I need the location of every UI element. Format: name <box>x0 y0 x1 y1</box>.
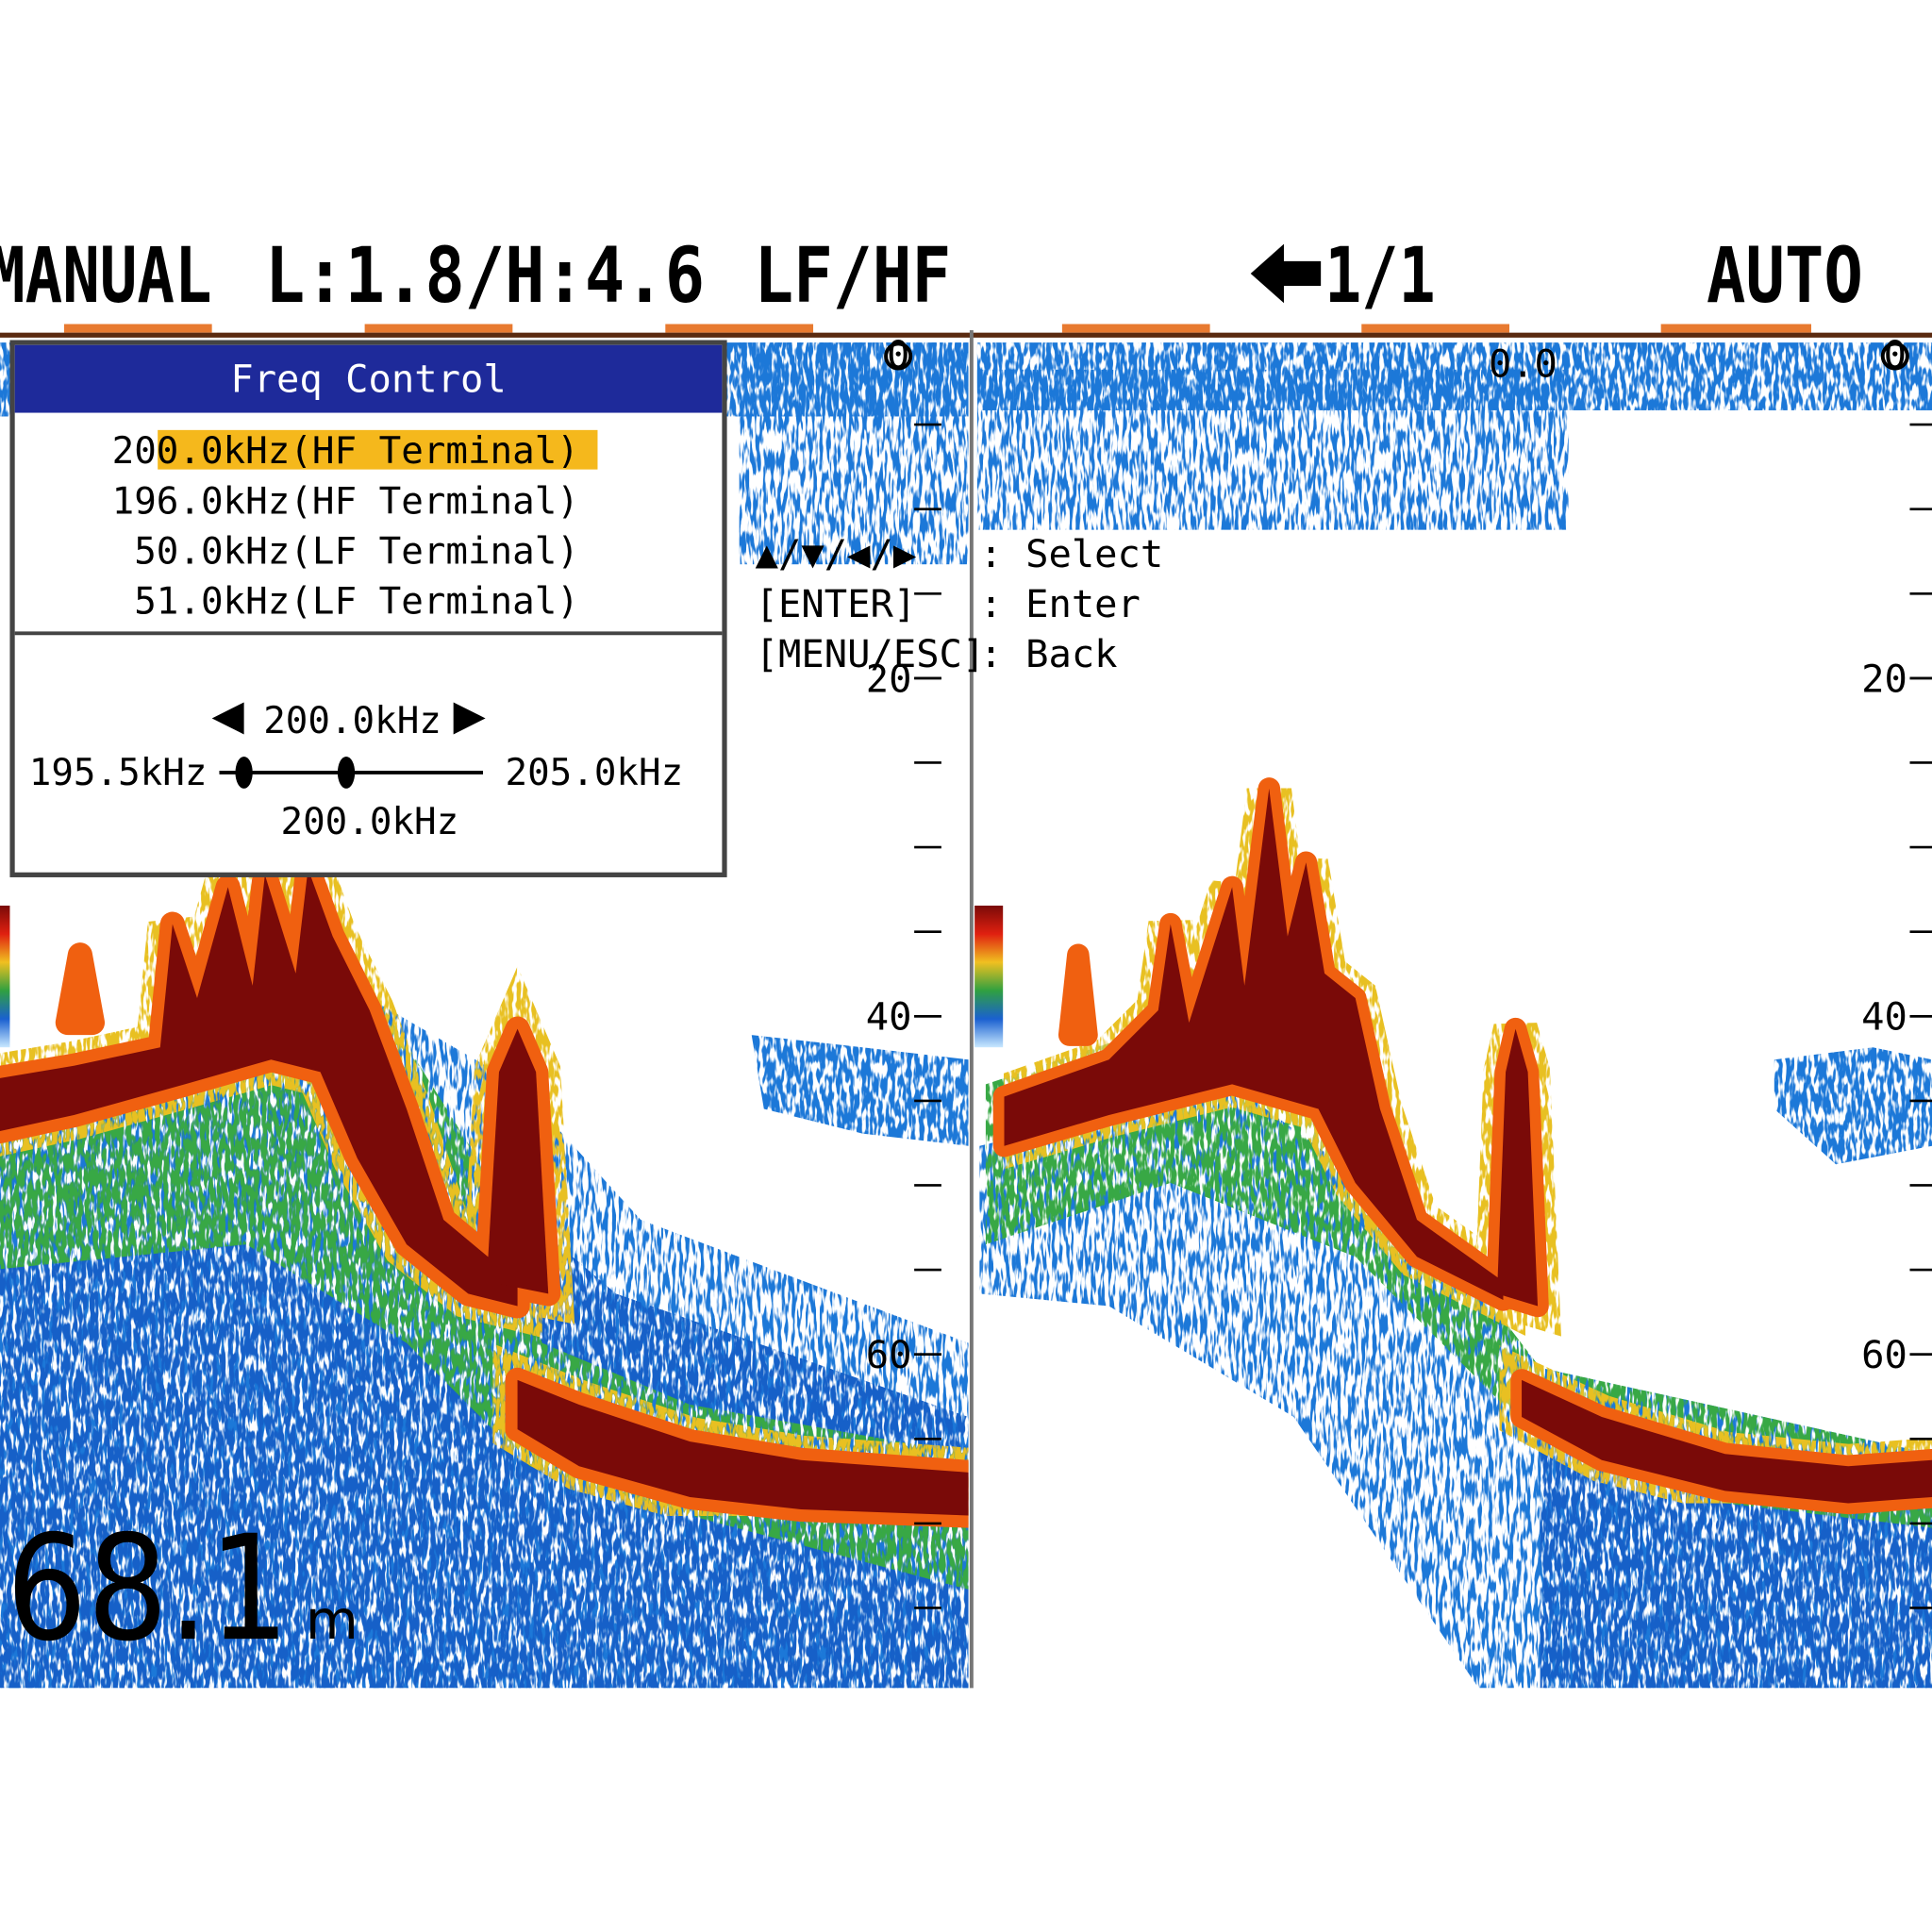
help-action: : Enter <box>979 581 1141 626</box>
right-echogram <box>976 342 1932 1689</box>
help: ▲/▼/◀/▶ : Select [ENTER] : Enter [MENU/ESC]:… <box>756 531 1164 676</box>
header-dashes <box>63 324 1811 333</box>
slider-min: 195.5kHz <box>29 752 208 794</box>
scale-label: 40 <box>866 994 912 1040</box>
depth-readout: 68.1 m <box>7 1505 358 1674</box>
mode: MANUAL <box>0 232 212 321</box>
top-line <box>0 332 1932 338</box>
freq-mode: LF/HF <box>754 232 951 321</box>
page-arrow <box>1250 243 1322 304</box>
slider-value: 200.0kHz <box>263 700 441 742</box>
freq-control-dialog: Freq Control 200.0kHz(HF Terminal) 196.0k… <box>9 340 727 877</box>
freq-option[interactable]: 50.0kHz(LF Terminal) <box>134 530 579 573</box>
page: 1/1 <box>1324 232 1436 321</box>
help-key: ▲/▼/◀/▶ <box>756 531 917 576</box>
depth-scales: 0 0 0.0 20 40 60 20 40 60 <box>866 332 1932 1609</box>
depth-unit: m <box>306 1589 358 1652</box>
color-bar <box>0 906 10 1048</box>
range-mode: AUTO <box>1707 232 1863 321</box>
scale-label: 20 <box>1861 656 1907 701</box>
surface-mark <box>1880 341 1909 371</box>
slider-right-arrow[interactable] <box>453 702 486 735</box>
dialog-title: Freq Control <box>230 356 506 401</box>
depth-value: 68.1 <box>7 1505 290 1674</box>
scale-label: 20 <box>866 656 912 701</box>
help-action: : Back <box>979 631 1117 676</box>
scale-label: 40 <box>1861 994 1907 1040</box>
help-key: [MENU/ESC] <box>756 631 986 676</box>
freq-option[interactable]: 196.0kHz(HF Terminal) <box>112 480 579 523</box>
freq-option[interactable]: 200.0kHz(HF Terminal) <box>112 430 579 473</box>
freq-option[interactable]: 51.0kHz(LF Terminal) <box>134 581 579 624</box>
surface-mark <box>884 341 913 371</box>
scale-label: 60 <box>866 1332 912 1377</box>
surface-label: 0 <box>887 332 909 377</box>
left-echogram <box>0 342 969 1689</box>
help-action: : Select <box>979 531 1163 576</box>
color-bar <box>974 906 1004 1048</box>
dialog-title-bar <box>14 344 723 413</box>
slider-current: 200.0kHz <box>281 801 459 843</box>
offset-label: 0.0 <box>1489 341 1557 387</box>
slider-max: 205.0kHz <box>506 752 684 794</box>
gain: L:1.8/H:4.6 <box>265 232 705 321</box>
divider <box>969 330 974 1689</box>
help-key: [ENTER] <box>756 581 917 626</box>
slider-knob[interactable] <box>337 756 356 789</box>
header: MANUAL L:1.8/H:4.6 LF/HF 1/1 AUTO <box>0 232 1932 338</box>
option-highlight <box>158 429 598 470</box>
surface-label: 0 <box>1884 332 1907 377</box>
scale-label: 60 <box>1861 1332 1907 1377</box>
slider-left-arrow[interactable] <box>211 702 244 735</box>
